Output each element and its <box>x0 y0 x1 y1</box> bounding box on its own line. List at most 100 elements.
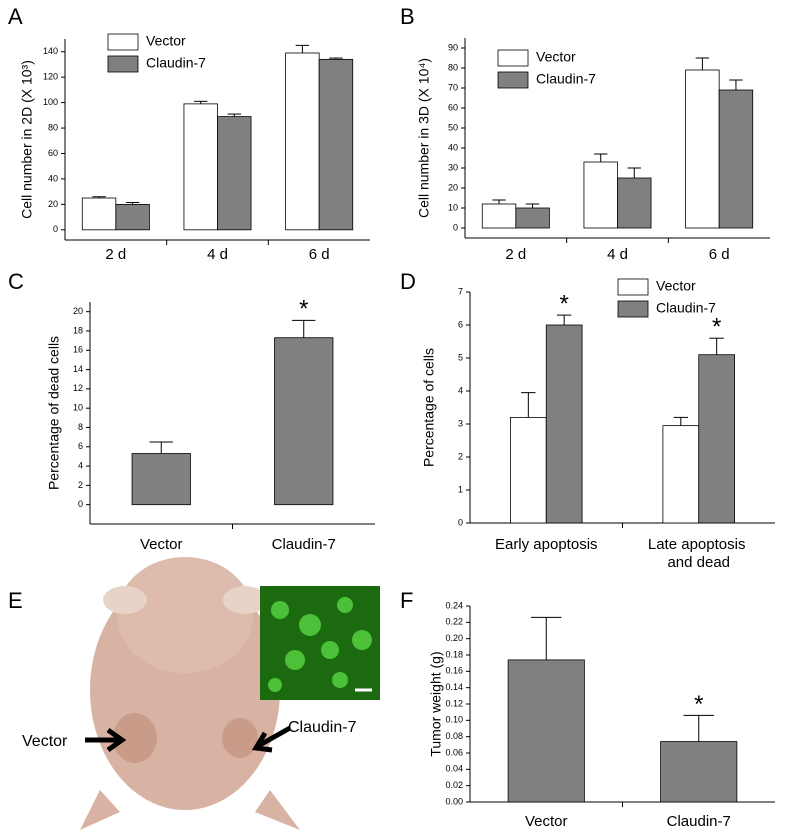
x-tick-label: 6 d <box>309 246 330 263</box>
y-axis-label: Tumor weight (g) <box>428 651 444 756</box>
y-tick-label: 1 <box>458 484 463 494</box>
panel-letter: B <box>400 4 415 29</box>
panel-letter: D <box>400 269 416 294</box>
y-axis-label: Cell number in 2D (X 10³) <box>19 60 35 219</box>
y-tick-label: 0.22 <box>445 617 463 627</box>
x-tick-label: Claudin-7 <box>667 813 731 830</box>
y-tick-label: 0.06 <box>445 747 463 757</box>
legend-swatch <box>497 71 529 89</box>
y-tick-label: 6 <box>458 319 463 329</box>
bar <box>318 58 354 231</box>
y-tick-label: 0.04 <box>445 764 463 774</box>
legend-swatch <box>617 300 649 318</box>
y-tick-label: 4 <box>458 385 463 395</box>
bar <box>510 416 547 524</box>
y-tick-label: 16 <box>73 345 83 355</box>
bar <box>617 177 652 229</box>
y-tick-label: 14 <box>73 364 83 374</box>
y-tick-label: 4 <box>78 460 83 470</box>
y-tick-label: 80 <box>448 62 458 72</box>
legend-label: Vector <box>656 278 696 294</box>
panel-letter: A <box>8 4 23 29</box>
mouse-head <box>117 557 253 673</box>
legend-swatch <box>107 33 139 51</box>
label-line: Late apoptosis <box>648 536 750 553</box>
legend-swatch <box>107 55 139 73</box>
photo-label: Vector <box>22 733 68 750</box>
y-tick-label: 0 <box>53 224 58 234</box>
y-tick-label: 10 <box>73 403 83 413</box>
y-tick-label: 6 <box>78 441 83 451</box>
y-tick-label: 0.16 <box>445 666 463 676</box>
label-line: and dead <box>667 554 730 571</box>
x-tick-label: Early apoptosis <box>495 536 598 553</box>
bar <box>115 203 150 231</box>
y-tick-label: 20 <box>48 199 58 209</box>
bar <box>583 161 618 229</box>
bar <box>515 207 550 229</box>
bar <box>183 103 218 231</box>
y-tick-label: 0.02 <box>445 780 463 790</box>
bar <box>217 116 252 231</box>
bar <box>718 89 754 229</box>
photo-label: Claudin-7 <box>288 719 357 736</box>
y-tick-label: 2 <box>78 480 83 490</box>
y-tick-label: 30 <box>448 162 458 172</box>
bar <box>545 324 583 524</box>
mouse-ear <box>223 586 267 614</box>
y-tick-label: 40 <box>48 173 58 183</box>
photo: E Vector Claudin-7 <box>8 557 380 830</box>
y-tick-label: 5 <box>458 352 463 362</box>
tumor <box>113 713 157 763</box>
y-tick-label: 40 <box>448 142 458 152</box>
bar <box>481 203 517 229</box>
panel-letter: F <box>400 588 413 613</box>
y-tick-label: 100 <box>43 97 58 107</box>
arrow <box>85 727 127 753</box>
y-tick-label: 10 <box>448 202 458 212</box>
y-tick-label: 0.12 <box>445 698 463 708</box>
y-tick-label: 0 <box>78 499 83 509</box>
arrow <box>251 725 292 753</box>
y-tick-label: 2 <box>458 451 463 461</box>
legend-swatch <box>497 49 529 67</box>
y-tick-label: 50 <box>448 122 458 132</box>
y-tick-label: 0.00 <box>445 796 463 806</box>
legend-label: Claudin-7 <box>536 71 596 87</box>
annotation: * <box>712 314 721 341</box>
mouse-ear <box>103 586 147 614</box>
y-tick-label: 80 <box>48 122 58 132</box>
x-tick-label: 4 d <box>607 246 628 263</box>
panel-letter: C <box>8 269 24 294</box>
y-tick-label: 0.24 <box>445 600 463 610</box>
y-tick-label: 20 <box>448 182 458 192</box>
legend-label: Vector <box>536 49 576 65</box>
bar <box>662 425 700 524</box>
y-tick-label: 0.18 <box>445 649 463 659</box>
y-tick-label: 0 <box>453 222 458 232</box>
y-tick-label: 140 <box>43 46 58 56</box>
y-tick-label: 3 <box>458 418 463 428</box>
x-tick-label: 2 d <box>505 246 526 263</box>
x-tick-label: Vector <box>525 813 568 830</box>
x-tick-label: Claudin-7 <box>272 536 336 553</box>
annotation: * <box>299 296 308 323</box>
mouse-legs <box>80 790 300 830</box>
y-tick-label: 60 <box>48 148 58 158</box>
bar <box>507 659 585 803</box>
x-tick-label: Vector <box>140 536 183 553</box>
bar <box>285 52 320 231</box>
y-tick-label: 0.08 <box>445 731 463 741</box>
x-tick-label: 6 d <box>709 246 730 263</box>
y-tick-label: 0.14 <box>445 682 463 692</box>
y-tick-label: 120 <box>43 72 58 82</box>
y-tick-label: 60 <box>448 102 458 112</box>
y-tick-label: 90 <box>448 42 458 52</box>
y-axis-label: Percentage of cells <box>421 348 437 467</box>
y-tick-label: 8 <box>78 422 83 432</box>
cells <box>268 597 372 692</box>
bar <box>81 197 117 231</box>
legend-label: Claudin-7 <box>656 300 716 316</box>
x-tick-label: 2 d <box>105 246 126 263</box>
